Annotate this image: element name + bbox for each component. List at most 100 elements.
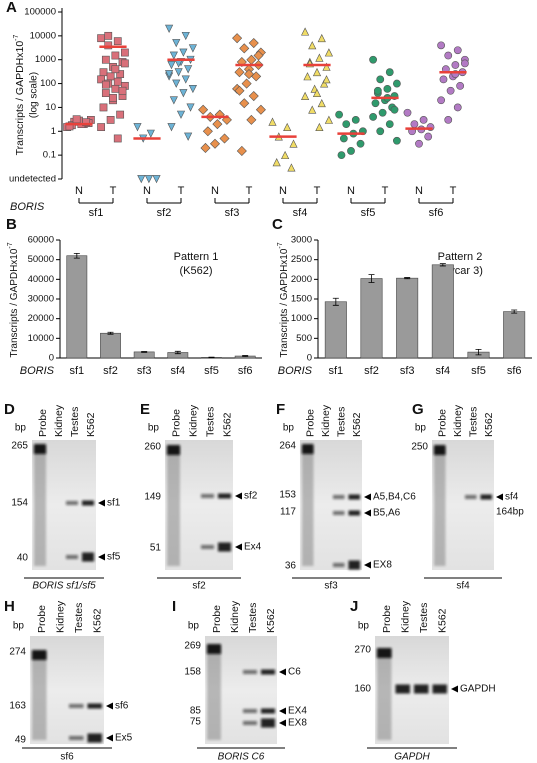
gel-band bbox=[82, 552, 94, 562]
data-point bbox=[289, 139, 298, 148]
y-axis-label-text: Transcripts / GAPDHx10 bbox=[14, 41, 26, 156]
data-point bbox=[181, 31, 190, 41]
y-tick-label: 0 bbox=[49, 353, 54, 364]
data-point bbox=[232, 33, 243, 44]
band-arrow bbox=[279, 719, 286, 727]
y-tick-label: 3000 bbox=[291, 235, 312, 246]
gel-band bbox=[333, 495, 345, 499]
lane-label: Testes bbox=[336, 407, 348, 437]
data-point bbox=[111, 84, 120, 93]
marker-label: 160 bbox=[354, 684, 371, 695]
data-point bbox=[337, 151, 346, 160]
data-point bbox=[97, 34, 105, 43]
data-point bbox=[371, 99, 380, 108]
x-tick-label: N bbox=[279, 185, 287, 197]
annotation: (K562) bbox=[179, 265, 212, 277]
data-point bbox=[315, 53, 324, 62]
y-tick-label: 2500 bbox=[291, 254, 312, 265]
lane-label: Kidney bbox=[187, 404, 199, 437]
marker-label: 51 bbox=[150, 543, 162, 554]
gel-smear bbox=[302, 446, 314, 566]
data-point bbox=[272, 158, 281, 167]
gel-band bbox=[207, 644, 221, 654]
data-point bbox=[113, 77, 122, 86]
data-point bbox=[322, 75, 331, 84]
gel-band bbox=[333, 563, 345, 567]
y-tick-label: 20000 bbox=[28, 313, 54, 324]
data-point bbox=[403, 108, 412, 117]
error-bar bbox=[368, 274, 375, 283]
gel-band bbox=[32, 650, 47, 660]
band-label: EX8 bbox=[373, 560, 392, 571]
gel-band bbox=[243, 709, 257, 713]
data-point bbox=[169, 51, 178, 60]
data-point bbox=[212, 119, 223, 130]
data-point bbox=[301, 27, 310, 36]
lane-label: K562 bbox=[85, 412, 97, 437]
data-point bbox=[172, 39, 181, 48]
data-point bbox=[234, 85, 245, 96]
unit-label: bp bbox=[15, 423, 27, 434]
data-point bbox=[239, 43, 250, 54]
bar bbox=[324, 301, 347, 359]
gel-band bbox=[333, 511, 345, 515]
data-point bbox=[109, 94, 117, 102]
data-point bbox=[144, 175, 153, 184]
x-tick-label: N bbox=[75, 185, 83, 197]
y-axis-label: (log scale) bbox=[29, 72, 40, 118]
bar bbox=[66, 255, 88, 359]
marker-label: 163 bbox=[9, 701, 26, 712]
data-point bbox=[133, 123, 142, 132]
lane-label: K562 bbox=[437, 608, 449, 633]
data-point bbox=[351, 116, 360, 124]
gel-band bbox=[243, 721, 257, 725]
y-axis-label: Transcripts / GAPDHx10-7 bbox=[13, 35, 26, 156]
band-arrow bbox=[279, 668, 286, 676]
data-point bbox=[176, 110, 186, 119]
data-point bbox=[179, 89, 188, 98]
data-point bbox=[369, 55, 377, 64]
band-label: sf5 bbox=[107, 552, 121, 563]
lane-label: Testes bbox=[69, 407, 81, 437]
band-label: sf6 bbox=[115, 701, 129, 712]
marker-label: 36 bbox=[285, 561, 297, 572]
data-point bbox=[373, 86, 382, 95]
gel-caption: GAPDH bbox=[394, 752, 430, 763]
panel-label: J bbox=[350, 598, 358, 615]
x-tick-label: sf6 bbox=[507, 365, 522, 377]
band-arrow bbox=[279, 707, 286, 715]
data-point bbox=[287, 163, 296, 172]
data-point bbox=[99, 68, 108, 77]
bar bbox=[503, 311, 526, 359]
gel-caption: sf2 bbox=[192, 581, 206, 592]
data-point bbox=[184, 65, 193, 74]
band-arrow bbox=[451, 685, 458, 693]
data-point bbox=[111, 65, 120, 74]
lane-label: Testes bbox=[247, 603, 259, 633]
marker-label: 274 bbox=[9, 647, 26, 658]
y-axis-label-sup: -7 bbox=[7, 242, 14, 248]
data-point bbox=[198, 104, 209, 115]
x-tick-label: N bbox=[143, 185, 151, 197]
data-point bbox=[460, 59, 469, 68]
marker-label: 269 bbox=[184, 641, 201, 652]
gel-smear bbox=[434, 447, 446, 566]
lane-label: Kidney bbox=[320, 404, 332, 437]
data-point bbox=[281, 150, 290, 160]
gel-band bbox=[432, 684, 447, 694]
marker-label: 40 bbox=[17, 553, 29, 564]
gel-band bbox=[66, 555, 78, 559]
x-tick-label: N bbox=[415, 185, 423, 197]
marker-label: 260 bbox=[144, 442, 161, 453]
gel-smear bbox=[32, 652, 47, 740]
band-arrow bbox=[364, 493, 371, 501]
y-tick-label: 0.1 bbox=[43, 150, 56, 161]
x-tick-label: N bbox=[211, 185, 219, 197]
data-point bbox=[137, 175, 146, 184]
band-label: EX4 bbox=[288, 706, 307, 717]
band-label: sf2 bbox=[244, 491, 258, 502]
bar bbox=[133, 351, 155, 359]
gel-band bbox=[261, 718, 275, 728]
lane-label: Testes bbox=[73, 603, 85, 633]
y-tick-label: 60000 bbox=[28, 235, 54, 246]
